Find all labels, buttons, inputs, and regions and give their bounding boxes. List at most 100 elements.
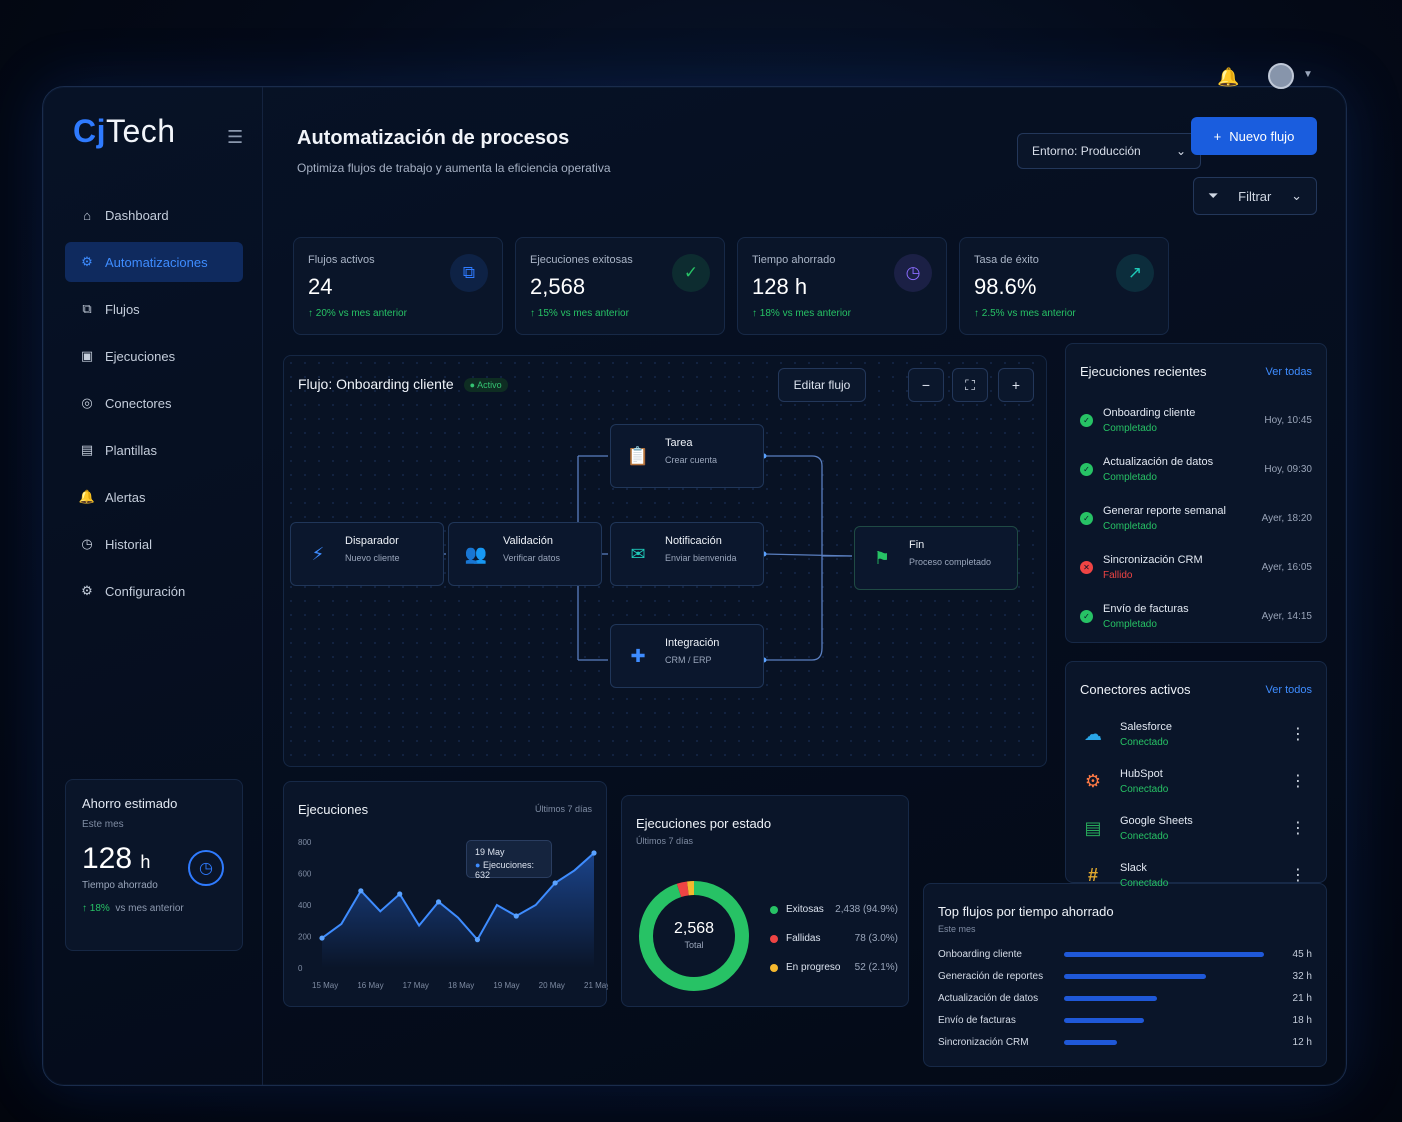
flow-node-notificacion[interactable]: ✉ Notificación Enviar bienvenida	[610, 522, 764, 586]
view-all-executions-link[interactable]: Ver todas	[1265, 366, 1312, 378]
flow-node-integracion[interactable]: ✚ Integración CRM / ERP	[610, 624, 764, 688]
list-item[interactable]: ✓ Actualización de datos Completado Hoy, 09…	[1080, 445, 1312, 493]
sidebar-item-dashboard[interactable]: ⌂ Dashboard	[65, 195, 243, 235]
check-circle-icon: ✓	[1080, 511, 1093, 525]
more-vertical-icon[interactable]: ⋮	[1290, 867, 1306, 884]
x-tick-label: 21 May	[584, 981, 608, 990]
kpi-label: Ejecuciones exitosas	[530, 254, 633, 266]
savings-delta: ↑ 18% vs mes anterior	[82, 903, 184, 914]
flow-node-validacion[interactable]: 👥 Validación Verificar datos	[448, 522, 602, 586]
new-flow-button[interactable]: + Nuevo flujo	[1191, 117, 1317, 155]
connector-name: Salesforce	[1120, 720, 1172, 733]
check-circle-icon: ✓	[672, 254, 710, 292]
flow-node-tarea[interactable]: 📋 Tarea Crear cuenta	[610, 424, 764, 488]
zoom-out-button[interactable]: −	[908, 368, 944, 402]
legend-swatch	[770, 934, 778, 943]
series-line	[321, 852, 595, 942]
sheets-icon: ▤	[1084, 817, 1102, 838]
node-subtitle: Crear cuenta	[665, 455, 718, 465]
connector-row[interactable]: ▤ Google Sheets Conectado ⋮	[1080, 804, 1312, 852]
flow-title: Flujo: Onboarding cliente ● Activo	[298, 376, 508, 393]
node-title: Tarea	[665, 437, 693, 449]
list-item[interactable]: ✓ Envío de facturas Completado Ayer, 14:15	[1080, 592, 1312, 640]
execution-status: Completado	[1103, 520, 1157, 532]
sidebar-item-flujos[interactable]: ⧉ Flujos	[65, 289, 243, 329]
filter-button[interactable]: ⏷ Filtrar ⌄	[1193, 177, 1317, 215]
flow-node-fin[interactable]: ⚑ Fin Proceso completado	[854, 526, 1018, 590]
list-item[interactable]: ✓ Onboarding cliente Completado Hoy, 10:45	[1080, 396, 1312, 444]
kpi-delta: ↑ 15% vs mes anterior	[530, 308, 629, 319]
sidebar: CjTech ☰ ⌂ Dashboard ⚙ Automatizaciones ⧉ Flu…	[43, 87, 263, 1085]
execution-status: Completado	[1103, 422, 1157, 434]
avatar[interactable]	[1268, 63, 1294, 89]
bell-icon: 🔔	[78, 489, 96, 504]
x-tick-label: 18 May	[448, 981, 474, 990]
sidebar-item-plantillas[interactable]: ▤ Plantillas	[65, 430, 243, 470]
sidebar-item-alertas[interactable]: 🔔 Alertas	[65, 477, 243, 517]
bell-icon[interactable]: 🔔	[1217, 67, 1240, 87]
connector-row[interactable]: ☁ Salesforce Conectado ⋮	[1080, 710, 1312, 758]
y-tick-label: 0	[298, 964, 303, 973]
list-item[interactable]: ✓ Generar reporte semanal Completado Ayer, …	[1080, 494, 1312, 542]
legend-value: 52 (2.1%)	[854, 962, 898, 973]
node-title: Validación	[503, 535, 553, 547]
gear-icon: ⚙	[81, 583, 93, 598]
home-icon: ⌂	[83, 207, 91, 223]
connector-row[interactable]: # Slack Conectado ⋮	[1080, 851, 1312, 899]
puzzle-icon: ✚	[630, 645, 646, 666]
list-item[interactable]: ✕ Sincronización CRM Fallido Ayer, 16:05	[1080, 543, 1312, 591]
check-circle-icon: ✓	[1080, 462, 1093, 476]
status-badge: ● Activo	[463, 378, 508, 393]
top-flows-period: Este mes	[938, 924, 976, 934]
connectors-icon: ◎	[81, 395, 93, 410]
more-vertical-icon[interactable]: ⋮	[1290, 820, 1306, 837]
fit-screen-button[interactable]: ⛶	[952, 368, 988, 402]
top-flow-value: 18 h	[1292, 1014, 1312, 1026]
connector-name: Slack	[1120, 861, 1147, 874]
data-point	[474, 937, 481, 943]
executions-icon: ▣	[80, 348, 94, 363]
sidebar-item-ejecuciones[interactable]: ▣ Ejecuciones	[65, 336, 243, 376]
clipboard-icon: 📋	[626, 445, 650, 466]
top-flow-row: Generación de reportes 32 h	[938, 966, 1312, 986]
execution-time: Hoy, 10:45	[1264, 414, 1312, 426]
area-fill	[322, 853, 594, 968]
kpi-value: 24	[308, 274, 333, 299]
zoom-in-button[interactable]: +	[998, 368, 1034, 402]
legend-value: 2,438 (94.9%)	[835, 904, 898, 915]
data-point	[513, 913, 519, 919]
view-all-connectors-link[interactable]: Ver todos	[1265, 684, 1312, 696]
flag-icon: ⚑	[873, 547, 891, 568]
more-vertical-icon[interactable]: ⋮	[1290, 726, 1306, 743]
execution-name: Actualización de datos	[1103, 455, 1214, 468]
connector-row[interactable]: ⚙ HubSpot Conectado ⋮	[1080, 757, 1312, 805]
top-flow-bar	[1064, 1017, 1144, 1023]
hubspot-icon: ⚙	[1084, 770, 1102, 791]
chevron-down-icon[interactable]: ▼	[1303, 69, 1313, 80]
menu-icon[interactable]: ☰	[227, 127, 244, 147]
donut-slice	[639, 881, 749, 991]
sidebar-item-conectores[interactable]: ◎ Conectores	[65, 383, 243, 423]
automation-icon: ⚙	[81, 254, 93, 269]
data-point	[435, 899, 442, 905]
execution-status: Completado	[1103, 471, 1157, 483]
y-tick-label: 800	[298, 838, 312, 847]
top-flow-bar	[1064, 973, 1207, 979]
sidebar-item-automatizaciones[interactable]: ⚙ Automatizaciones	[65, 242, 243, 282]
x-tick-label: 16 May	[357, 981, 383, 990]
connector-status: Conectado	[1120, 783, 1169, 795]
execution-name: Sincronización CRM	[1103, 553, 1203, 566]
environment-select[interactable]: Entorno: Producción ⌄	[1017, 133, 1201, 169]
kpi-card: Tiempo ahorrado 128 h ↑ 18% vs mes anterio…	[737, 237, 947, 335]
savings-card: Ahorro estimado Este mes 128 h Tiempo ah…	[65, 779, 243, 951]
sidebar-item-historial[interactable]: ◷ Historial	[65, 524, 243, 564]
recent-executions-card: Ejecuciones recientes Ver todas ✓ Onboard…	[1065, 343, 1327, 643]
top-flow-name: Onboarding cliente	[938, 948, 1022, 960]
donut-center: 2,568 Total	[673, 920, 715, 950]
flow-node-disparador[interactable]: ⚡ Disparador Nuevo cliente	[290, 522, 444, 586]
top-flow-name: Envío de facturas	[938, 1014, 1016, 1026]
sidebar-item-configuracion[interactable]: ⚙ Configuración	[65, 571, 243, 611]
connector-name: HubSpot	[1120, 767, 1163, 780]
more-vertical-icon[interactable]: ⋮	[1290, 773, 1306, 790]
edit-flow-button[interactable]: Editar flujo	[778, 368, 866, 402]
